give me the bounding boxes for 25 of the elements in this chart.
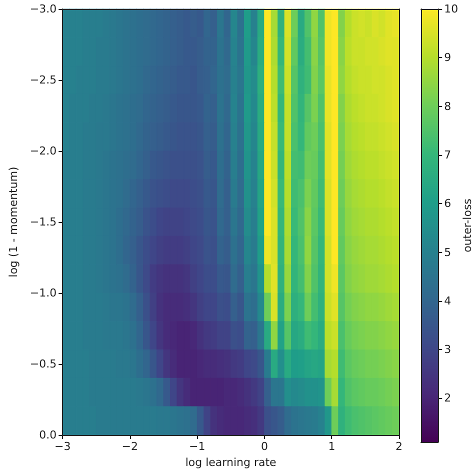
color-bar-label: 9: [444, 51, 452, 64]
color-bar-label: 4: [444, 294, 452, 308]
color-bar-label: 7: [444, 148, 452, 162]
y-tick-label: 0.0: [39, 428, 57, 442]
color-bar-label: 8: [444, 100, 452, 113]
x-tick-label: 2: [396, 440, 402, 453]
x-tick-label: 1: [328, 440, 336, 453]
color-bar-label: 6: [444, 197, 452, 210]
y-axis-title: log (1 - momentum): [7, 166, 20, 278]
y-tick-label: −1.0: [30, 286, 57, 300]
x-tick-label: −3: [54, 440, 71, 453]
y-tick-label: −2.0: [30, 144, 57, 158]
x-axis-title: log learning rate: [185, 456, 277, 469]
x-tick-label: −2: [122, 440, 138, 453]
color-bar-label: 3: [444, 343, 452, 356]
color-bar-label: 2: [444, 392, 452, 405]
y-tick-label: −1.5: [30, 216, 57, 228]
color-bar-label: 5: [444, 246, 452, 259]
y-tick-label: −2.5: [30, 74, 57, 86]
color-bar-title: outer-loss: [461, 198, 474, 252]
x-tick-label: 0: [260, 440, 268, 453]
y-tick-label: −3.0: [30, 2, 57, 16]
color-bar-label: 10: [444, 2, 458, 16]
y-tick-label: −0.5: [30, 358, 57, 370]
x-tick-label: −1: [189, 440, 206, 453]
